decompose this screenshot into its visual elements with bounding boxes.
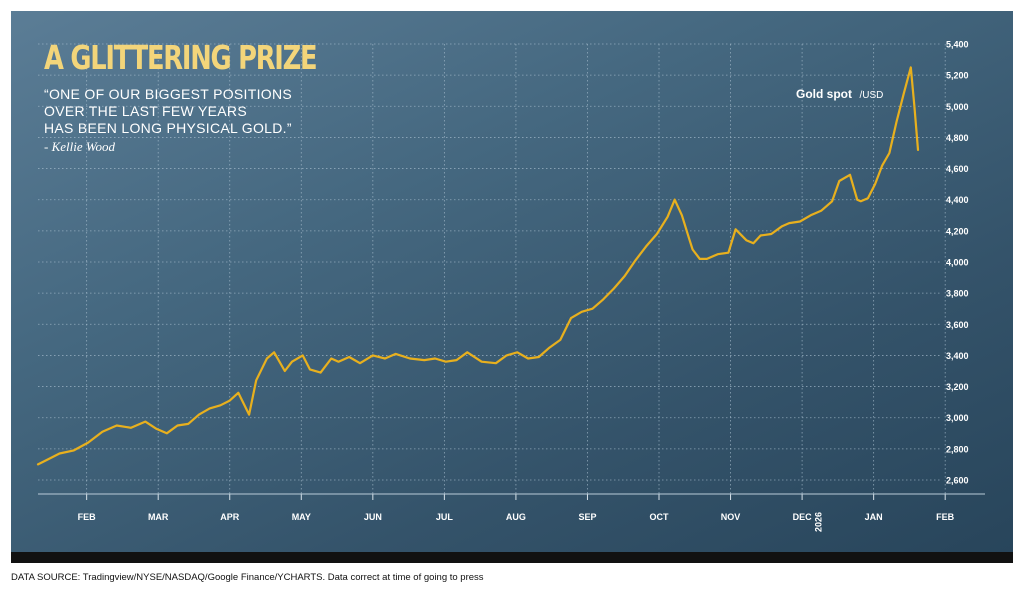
x-tick-label: DEC bbox=[793, 512, 813, 522]
series-label: Gold spot /USD bbox=[796, 85, 883, 102]
quote-block: “ONE OF OUR BIGGEST POSITIONS OVER THE L… bbox=[44, 86, 292, 137]
y-tick-label: 4,000 bbox=[946, 258, 969, 268]
y-tick-label: 3,600 bbox=[946, 320, 969, 330]
y-tick-label: 5,400 bbox=[946, 40, 969, 50]
chart-panel bbox=[11, 11, 1013, 552]
x-tick-label: MAY bbox=[292, 512, 311, 522]
gridlines bbox=[38, 43, 946, 500]
x-tick-label: NOV bbox=[721, 512, 741, 522]
x-tick-label: AUG bbox=[506, 512, 526, 522]
y-tick-label: 4,600 bbox=[946, 164, 969, 174]
y-axis-labels: 2,600 2,800 3,000 3,200 3,400 3,600 3,800 4,000… bbox=[946, 40, 969, 486]
year-label: 2026 bbox=[813, 512, 823, 532]
x-tick-label: OCT bbox=[650, 512, 670, 522]
y-tick-label: 3,400 bbox=[946, 351, 969, 361]
x-tick-label: JUN bbox=[364, 512, 382, 522]
x-tick-label: JUL bbox=[436, 512, 454, 522]
x-axis-labels: FEB MAR APR MAY JUN JUL AUG SEP OCT NOV DEC JAN FEB bbox=[78, 512, 955, 522]
x-tick-label: MAR bbox=[148, 512, 169, 522]
y-tick-label: 2,800 bbox=[946, 444, 969, 454]
quote-line: OVER THE LAST FEW YEARS bbox=[44, 103, 247, 119]
chart-title: A GLITTERING PRIZE bbox=[44, 38, 318, 77]
gold-spot-series-line bbox=[36, 66, 920, 466]
quote-author: - Kellie Wood bbox=[44, 139, 116, 154]
x-tick-label: SEP bbox=[578, 512, 596, 522]
quote-line: “ONE OF OUR BIGGEST POSITIONS bbox=[44, 86, 293, 102]
x-tick-label: JAN bbox=[865, 512, 883, 522]
series-label-name: Gold spot bbox=[796, 87, 852, 101]
y-tick-label: 5,000 bbox=[946, 102, 969, 112]
x-tick-label: FEB bbox=[936, 512, 955, 522]
y-tick-label: 3,000 bbox=[946, 413, 969, 423]
y-tick-label: 2,600 bbox=[946, 476, 969, 486]
y-tick-label: 4,800 bbox=[946, 133, 969, 143]
y-tick-label: 4,200 bbox=[946, 226, 969, 236]
bottom-rule bbox=[11, 552, 1013, 563]
y-tick-label: 5,200 bbox=[946, 71, 969, 81]
quote-line: HAS BEEN LONG PHYSICAL GOLD.” bbox=[44, 120, 292, 136]
y-tick-label: 3,200 bbox=[946, 382, 969, 392]
series-label-unit: /USD bbox=[859, 90, 883, 101]
data-source-note: DATA SOURCE: Tradingview/NYSE/NASDAQ/Goo… bbox=[11, 572, 484, 583]
y-tick-label: 4,400 bbox=[946, 195, 969, 205]
x-tick-label: FEB bbox=[78, 512, 97, 522]
y-tick-label: 3,800 bbox=[946, 289, 969, 299]
x-tick-label: APR bbox=[220, 512, 240, 522]
